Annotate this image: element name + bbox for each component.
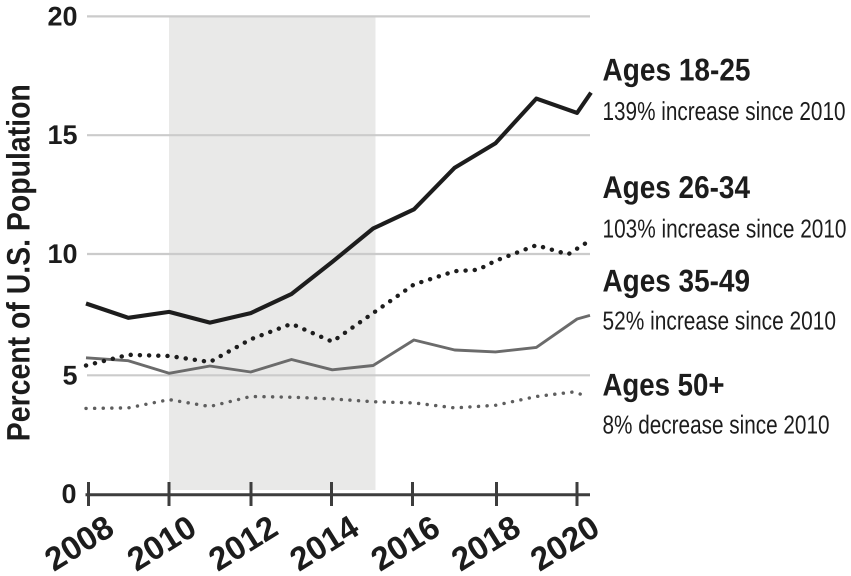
svg-text:0: 0	[61, 479, 76, 509]
svg-text:8% decrease since 2010: 8% decrease since 2010	[603, 409, 830, 439]
svg-text:Ages 35-49: Ages 35-49	[603, 263, 751, 299]
svg-text:2016: 2016	[364, 508, 446, 576]
svg-text:Percent of U.S. Population: Percent of U.S. Population	[1, 84, 37, 441]
svg-text:2018: 2018	[445, 508, 527, 576]
svg-text:52% increase since 2010: 52% increase since 2010	[603, 306, 837, 336]
svg-text:20: 20	[47, 1, 77, 31]
svg-text:Ages 50+: Ages 50+	[603, 367, 725, 403]
svg-text:Ages 18-25: Ages 18-25	[603, 52, 751, 88]
svg-text:Ages 26-34: Ages 26-34	[603, 169, 751, 205]
svg-text:15: 15	[47, 120, 77, 150]
svg-text:5: 5	[62, 361, 77, 391]
svg-text:2010: 2010	[120, 508, 202, 576]
svg-text:2012: 2012	[202, 508, 284, 576]
svg-text:10: 10	[47, 239, 77, 269]
svg-text:2020: 2020	[524, 508, 606, 576]
svg-text:2008: 2008	[38, 508, 120, 576]
svg-text:139% increase since 2010: 139% increase since 2010	[603, 96, 846, 126]
svg-text:103% increase since 2010: 103% increase since 2010	[603, 214, 847, 244]
svg-text:2014: 2014	[283, 507, 365, 576]
